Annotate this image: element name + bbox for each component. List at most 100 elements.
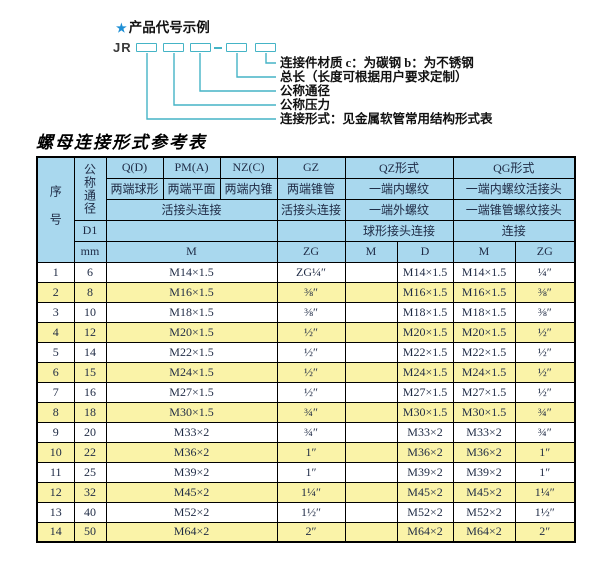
header-qg-m-unit: M	[452, 240, 516, 263]
table-row: 9 20 M33×2 ¾″ M33×2 M33×2 ¾″	[36, 421, 576, 443]
cell-qz-d: M14×1.5	[396, 261, 454, 283]
cell-qz-d: M24×1.5	[396, 361, 454, 383]
cell-qg-zg: ⅜″	[514, 281, 576, 303]
cell-no: 1	[36, 261, 75, 283]
cell-m: M20×1.5	[105, 321, 278, 343]
header-nz-code: NZ(C)	[219, 156, 278, 179]
cell-qz-m	[344, 521, 398, 543]
cell-qz-m	[344, 381, 398, 403]
cell-qz-d: M52×2	[396, 501, 454, 523]
cell-qz-m	[344, 481, 398, 503]
cell-qg-zg: ½″	[514, 381, 576, 403]
cell-gz: ⅜″	[276, 301, 346, 323]
table-row: 4 12 M20×1.5 ½″ M20×1.5 M20×1.5 ½″	[36, 321, 576, 343]
cell-gz: ZG¼″	[276, 261, 346, 283]
header-qg-code: QG形式	[452, 156, 576, 179]
cell-qz-d: M18×1.5	[396, 301, 454, 323]
table-row: 6 15 M24×1.5 ½″ M24×1.5 M24×1.5 ½″	[36, 361, 576, 383]
header-gz-code: GZ	[276, 156, 346, 179]
header-qz-code: QZ形式	[344, 156, 454, 179]
cell-dn: 20	[73, 421, 107, 443]
cell-m: M45×2	[105, 481, 278, 503]
cell-no: 12	[36, 481, 75, 503]
cell-no: 3	[36, 301, 75, 323]
cell-qg-m: M18×1.5	[452, 301, 516, 323]
header-q-ends: 两端球形	[105, 177, 164, 200]
label-length: 总长（长度可根据用户要求定制）	[280, 70, 468, 84]
header-qz-row2: 一端内螺纹	[344, 177, 454, 200]
cell-no: 9	[36, 421, 75, 443]
product-code-diagram: ★ 产品代号示例 JR 连接件材质 c：为碳钢 b：为不锈钢 总长（长度可根据用户…	[0, 0, 600, 126]
cell-qz-m	[344, 501, 398, 523]
cell-m: M39×2	[105, 461, 278, 483]
cell-gz: ½″	[276, 341, 346, 363]
cell-m: M30×1.5	[105, 401, 278, 423]
cell-qz-m	[344, 301, 398, 323]
cell-qg-m: M30×1.5	[452, 401, 516, 423]
cell-m: M64×2	[105, 521, 278, 543]
header-m-unit: M	[105, 240, 278, 263]
header-qz-row4: 球形接头连接	[344, 219, 454, 242]
cell-qz-m	[344, 361, 398, 383]
cell-no: 14	[36, 521, 75, 543]
diagram-title: ★ 产品代号示例	[116, 16, 210, 36]
cell-no: 10	[36, 441, 75, 463]
cell-qz-d: M20×1.5	[396, 321, 454, 343]
cell-gz: 1½″	[276, 501, 346, 523]
cell-qg-zg: ½″	[514, 321, 576, 343]
header-qg-zg-unit: ZG	[514, 240, 576, 263]
cell-no: 13	[36, 501, 75, 523]
cell-dn: 16	[73, 381, 107, 403]
table-title: 螺母连接形式参考表	[36, 133, 207, 152]
table-row: 1 6 M14×1.5 ZG¼″ M14×1.5 M14×1.5 ¼″	[36, 261, 576, 283]
cell-qg-zg: ½″	[514, 361, 576, 383]
cell-gz: ½″	[276, 361, 346, 383]
cell-m: M16×1.5	[105, 281, 278, 303]
header-gz-unit: ZG	[276, 240, 346, 263]
code-box-1	[136, 43, 157, 52]
label-pressure: 公称压力	[280, 98, 331, 112]
cell-dn: 18	[73, 401, 107, 423]
cell-qg-m: M36×2	[452, 441, 516, 463]
cell-qz-d: M33×2	[396, 421, 454, 443]
cell-dn: 10	[73, 301, 107, 323]
code-prefix: JR	[113, 40, 132, 55]
cell-qz-d: M45×2	[396, 481, 454, 503]
table-row: 5 14 M22×1.5 ½″ M22×1.5 M22×1.5 ½″	[36, 341, 576, 363]
cell-dn: 40	[73, 501, 107, 523]
cell-qg-zg: 1¼″	[514, 481, 576, 503]
cell-qg-zg: 1″	[514, 441, 576, 463]
cell-qz-d: M39×2	[396, 461, 454, 483]
cell-qg-zg: ⅜″	[514, 301, 576, 323]
cell-gz: ¾″	[276, 421, 346, 443]
cell-gz: 1″	[276, 441, 346, 463]
cell-qz-m	[344, 261, 398, 283]
cell-dn: 8	[73, 281, 107, 303]
cell-no: 5	[36, 341, 75, 363]
table-row: 11 25 M39×2 1″ M39×2 M39×2 1″	[36, 461, 576, 483]
header-qg-row3: 一端锥管螺纹接头	[452, 198, 576, 221]
nut-connection-reference-table: 序号 公称通径 Q(D) PM(A) NZ(C) GZ QZ形式 QG形式 两端…	[36, 156, 576, 543]
cell-qg-m: M16×1.5	[452, 281, 516, 303]
cell-dn: 50	[73, 521, 107, 543]
cell-qz-d: M27×1.5	[396, 381, 454, 403]
code-dash	[214, 47, 222, 49]
cell-qg-zg: 1½″	[514, 501, 576, 523]
cell-dn: 22	[73, 441, 107, 463]
cell-qg-zg: ¾″	[514, 421, 576, 443]
cell-no: 6	[36, 361, 75, 383]
cell-m: M18×1.5	[105, 301, 278, 323]
header-d1: D1	[73, 219, 107, 242]
cell-dn: 12	[73, 321, 107, 343]
cell-dn: 32	[73, 481, 107, 503]
cell-dn: 14	[73, 341, 107, 363]
header-gz-ends: 两端锥管	[276, 177, 346, 200]
cell-gz: ½″	[276, 321, 346, 343]
cell-qz-m	[344, 461, 398, 483]
table-row: 8 18 M30×1.5 ¾″ M30×1.5 M30×1.5 ¾″	[36, 401, 576, 423]
cell-qz-d: M16×1.5	[396, 281, 454, 303]
label-material: 连接件材质 c：为碳钢 b：为不锈钢	[280, 56, 474, 70]
cell-qz-d: M22×1.5	[396, 341, 454, 363]
cell-qg-zg: ½″	[514, 341, 576, 363]
cell-gz: 1″	[276, 461, 346, 483]
